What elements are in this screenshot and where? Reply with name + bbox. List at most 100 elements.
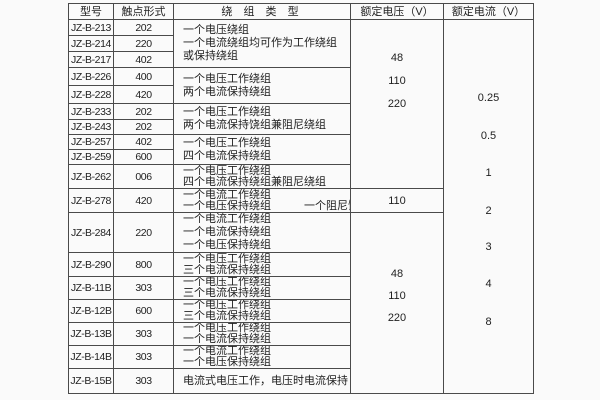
model-cell: JZ-B-226	[68, 67, 114, 86]
contact-cell: 220	[113, 35, 174, 52]
model-cell: JZ-B-11B	[68, 276, 114, 300]
current-value: 0.25	[477, 92, 500, 104]
model-cell: JZ-B-259	[68, 149, 114, 165]
model-cell: JZ-B-233	[68, 103, 114, 120]
contact-cell: 402	[113, 134, 174, 150]
winding-cell: 一个电压工作绕组 三个电流保持绕组	[173, 252, 351, 277]
table-row: JZ-B-12B 600 一个电压工作绕组 三个电流保持绕组	[68, 299, 534, 323]
winding-line: 一个电压工作绕组	[183, 276, 271, 288]
model-cell: JZ-B-217	[68, 51, 114, 68]
winding-line: 四个电流保持绕组兼阻尼绕组	[183, 175, 326, 188]
winding-line: 三个电流保持绕组	[183, 263, 271, 276]
winding-cell: 电流式电压工作，电压时电流保持	[173, 368, 351, 394]
winding-line: 一个电压工作绕组	[183, 136, 271, 149]
winding-cell: 一个电流工作绕组 一个电压保持绕组 一个阻尼饶组	[173, 188, 351, 213]
contact-cell: 303	[113, 322, 174, 346]
header-rated-current: 额定电流（V）	[443, 3, 534, 20]
current-value: 0.5	[480, 130, 497, 142]
winding-line: 两个电流保持饶组兼阻尼绕组	[183, 119, 326, 131]
winding-line: 一个电压工作绕组	[183, 164, 271, 177]
winding-line: 一个电压工作绕组	[183, 299, 271, 311]
model-cell: JZ-B-284	[68, 212, 114, 253]
contact-cell: 303	[113, 368, 174, 394]
contact-cell: 220	[113, 212, 174, 253]
rated-current-cell: 0.25 0.5 1 2 3 4 8	[443, 19, 534, 394]
winding-line: 三个电流保持绕组	[183, 287, 271, 299]
rated-voltage-cell-group1: 48 110 220	[350, 19, 444, 189]
winding-line: 一个电流工作绕组	[183, 213, 271, 226]
winding-line: 一个电压工作绕组	[183, 322, 271, 334]
winding-line: 一个电压工作绕组	[183, 72, 271, 85]
winding-line: 一个电流保持绕组	[183, 333, 271, 345]
model-cell: JZ-B-213	[68, 19, 114, 36]
table-row: JZ-B-259 600	[68, 149, 534, 165]
model-cell: JZ-B-14B	[68, 345, 114, 369]
contact-cell: 303	[113, 345, 174, 369]
header-contact-form: 触点形式	[113, 3, 174, 20]
winding-line: 一个电流工作绕组	[183, 188, 271, 201]
header-winding-type: 绕 组 类 型	[173, 3, 351, 20]
current-value: 8	[485, 316, 492, 328]
winding-cell: 一个电流工作绕组 一个电流保持绕组 一个电压保持绕组	[173, 212, 351, 253]
table-row: JZ-B-213 202 一个电压绕组 一个电流绕组均可作为工作绕组 或保持绕组…	[68, 19, 534, 394]
contact-cell: 402	[113, 51, 174, 68]
table-row: JZ-B-11B 303 一个电压工作绕组 三个电流保持绕组	[68, 276, 534, 300]
voltage-value: 48	[390, 268, 404, 280]
winding-line: 一个电压保持绕组 一个阻尼饶组	[183, 199, 350, 212]
winding-line: 三个电流保持绕组	[183, 310, 271, 322]
winding-cell: 一个电压绕组 一个电流绕组均可作为工作绕组 或保持绕组	[173, 19, 351, 68]
winding-line: 一个电压工作绕组	[183, 252, 271, 265]
winding-cell: 一个电压工作绕组 三个电流保持绕组	[173, 299, 351, 323]
contact-cell: 420	[113, 85, 174, 104]
winding-cell: 一个电压工作绕组 四个电流保持绕组	[173, 134, 351, 165]
model-cell: JZ-B-243	[68, 119, 114, 135]
winding-line: 或保持绕组	[183, 50, 238, 62]
table-row: JZ-B-15B 303 电流式电压工作，电压时电流保持	[68, 368, 534, 394]
winding-line: 一个电流绕组均可作为工作绕组	[183, 37, 337, 49]
table-row: JZ-B-243 202	[68, 119, 534, 135]
table-row: JZ-B-284 220 一个电流工作绕组 一个电流保持绕组 一个电压保持绕组 …	[68, 212, 534, 394]
current-value: 4	[485, 278, 492, 290]
model-cell: JZ-B-13B	[68, 322, 114, 346]
current-value: 3	[485, 241, 492, 253]
voltage-value: 48	[390, 52, 404, 64]
voltage-value: 220	[387, 312, 407, 324]
winding-line: 一个电压保持绕组	[183, 356, 271, 368]
table-row: JZ-B-257 402 一个电压工作绕组 四个电流保持绕组	[68, 134, 534, 165]
current-value: 2	[485, 205, 492, 217]
model-cell: JZ-B-290	[68, 252, 114, 277]
model-cell: JZ-B-12B	[68, 299, 114, 323]
winding-cell: 一个电压工作绕组 两个电流保持饶组兼阻尼绕组	[173, 103, 351, 135]
winding-cell: 一个电压工作绕组 两个电流保持绕组	[173, 67, 351, 104]
table-row: JZ-B-13B 303 一个电压工作绕组 一个电流保持绕组	[68, 322, 534, 346]
winding-line: 一个电压绕组	[183, 24, 249, 36]
header-model: 型号	[68, 3, 114, 20]
model-cell: JZ-B-278	[68, 188, 114, 213]
winding-line: 两个电流保持绕组	[183, 85, 271, 98]
winding-line: 一个电流保持绕组	[183, 226, 271, 238]
winding-line: 一个电流工作绕组	[183, 345, 271, 357]
model-cell: JZ-B-262	[68, 164, 114, 189]
rated-voltage-cell-group2: 110	[350, 188, 444, 213]
contact-cell: 420	[113, 188, 174, 213]
winding-cell: 一个电流工作绕组 一个电压保持绕组	[173, 345, 351, 369]
table-row: JZ-B-262 006 一个电压工作绕组 四个电流保持绕组兼阻尼绕组	[68, 164, 534, 189]
winding-line: 一个电压保持绕组	[183, 239, 271, 251]
contact-cell: 303	[113, 276, 174, 300]
contact-cell: 800	[113, 252, 174, 277]
model-cell: JZ-B-214	[68, 35, 114, 52]
contact-cell: 202	[113, 119, 174, 135]
table-row: JZ-B-290 800 一个电压工作绕组 三个电流保持绕组	[68, 252, 534, 277]
current-value: 1	[485, 167, 492, 179]
winding-line: 电流式电压工作，电压时电流保持	[183, 374, 348, 387]
contact-cell: 400	[113, 67, 174, 86]
winding-line: 一个电压工作绕组	[183, 106, 271, 118]
model-cell: JZ-B-228	[68, 85, 114, 104]
winding-cell: 一个电压工作绕组 一个电流保持绕组	[173, 322, 351, 346]
contact-cell: 600	[113, 149, 174, 165]
relay-spec-table: 型号 触点形式 绕 组 类 型 额定电压（V） 额定电流（V） JZ-B-213…	[68, 3, 534, 394]
model-cell: JZ-B-257	[68, 134, 114, 150]
voltage-value: 220	[387, 98, 407, 110]
contact-cell: 006	[113, 164, 174, 189]
